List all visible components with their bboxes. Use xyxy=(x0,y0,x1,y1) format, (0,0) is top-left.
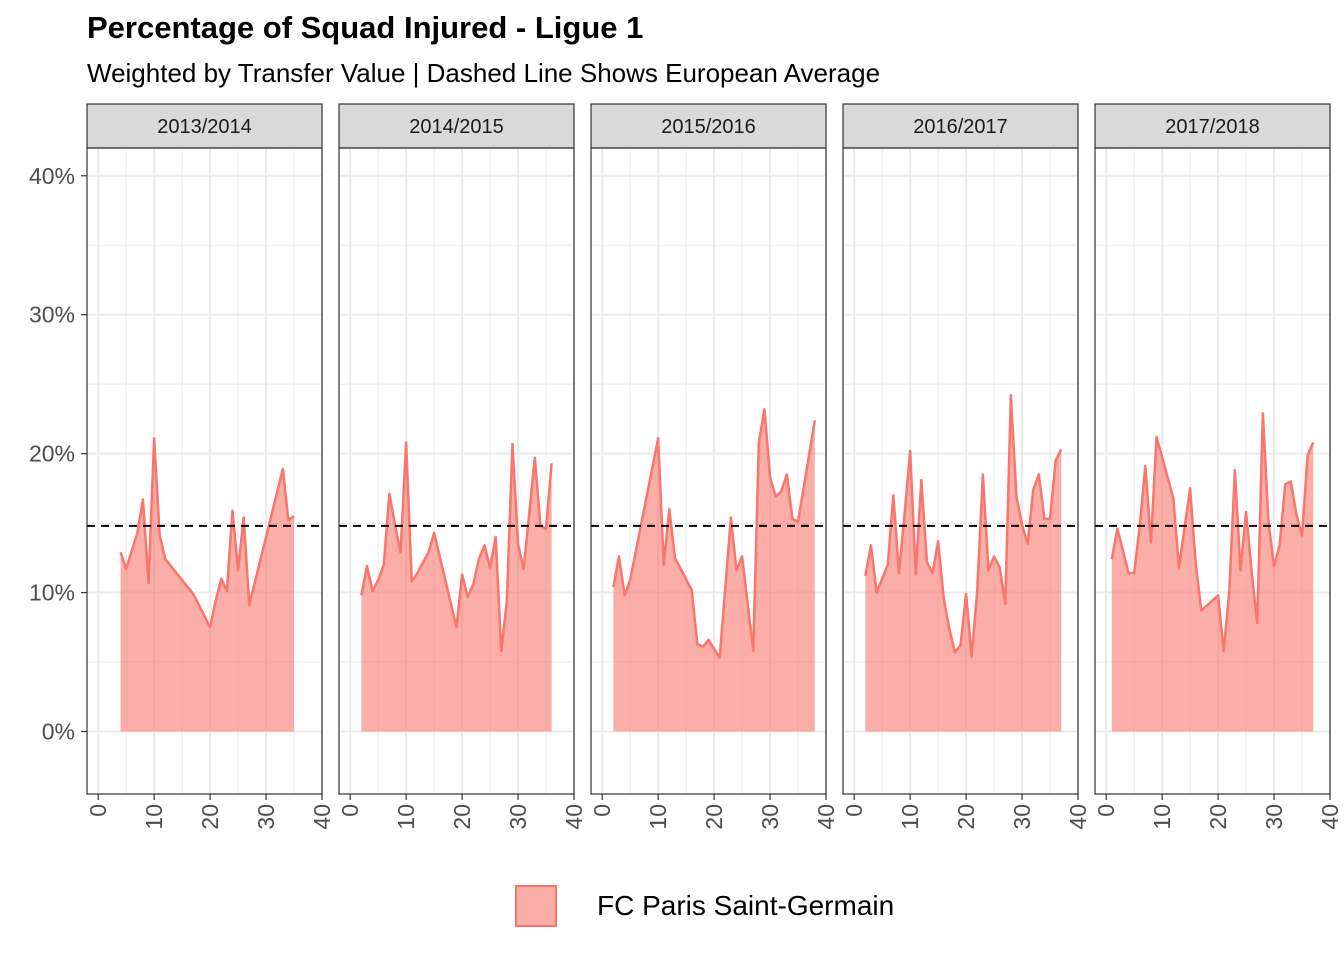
legend-label: FC Paris Saint-Germain xyxy=(597,890,895,921)
panel-border xyxy=(86,147,323,795)
facet-strip-label: 2013/2014 xyxy=(157,116,252,138)
series-area xyxy=(613,409,815,732)
facet-chart: 2013/2014 0 10 20 30 40 2014/2015 0 10 20 30 40 2015… xyxy=(29,103,1343,830)
series-line xyxy=(612,407,817,660)
panel-border xyxy=(842,147,1079,795)
x-tick-label: 0 xyxy=(85,804,111,817)
series-line xyxy=(119,437,295,629)
y-tick-label: 0% xyxy=(42,718,75,744)
x-tick-label: 10 xyxy=(897,804,923,830)
facet-strip-label: 2016/2017 xyxy=(913,116,1008,138)
legend-key-swatch xyxy=(515,885,557,927)
series-line xyxy=(360,441,553,653)
series-area xyxy=(361,442,552,732)
panel-border xyxy=(590,147,827,795)
panel-border xyxy=(1094,147,1331,795)
facet-strip xyxy=(338,103,575,149)
x-tick-label: 20 xyxy=(1205,804,1231,830)
x-tick-label: 40 xyxy=(813,804,839,830)
x-tick-label: 30 xyxy=(1009,804,1035,830)
y-tick-label: 10% xyxy=(29,580,75,606)
series-area xyxy=(1111,413,1314,732)
series-area xyxy=(865,395,1062,732)
x-tick-label: 40 xyxy=(561,804,587,830)
x-tick-label: 40 xyxy=(1317,804,1343,830)
x-tick-label: 40 xyxy=(1065,804,1091,830)
x-tick-label: 20 xyxy=(197,804,223,830)
chart-title: Percentage of Squad Injured - Ligue 1 xyxy=(87,10,644,45)
x-tick-label: 20 xyxy=(449,804,475,830)
series-area xyxy=(120,438,295,732)
x-tick-label: 0 xyxy=(589,804,615,817)
facet-strip xyxy=(1094,103,1331,149)
x-tick-label: 30 xyxy=(757,804,783,830)
y-tick-label: 20% xyxy=(29,441,75,467)
x-tick-label: 30 xyxy=(505,804,531,830)
x-tick-label: 30 xyxy=(1261,804,1287,830)
x-tick-label: 20 xyxy=(953,804,979,830)
facet-strip-label: 2015/2016 xyxy=(661,116,756,138)
facet-strip-label: 2014/2015 xyxy=(409,116,504,138)
x-tick-label: 10 xyxy=(141,804,167,830)
legend: FC Paris Saint-Germain xyxy=(515,882,894,930)
facet-strip xyxy=(842,103,1079,149)
x-tick-label: 40 xyxy=(309,804,335,830)
panel-border xyxy=(338,147,575,795)
series-line xyxy=(1110,412,1315,653)
x-tick-label: 30 xyxy=(253,804,279,830)
x-tick-label: 0 xyxy=(337,804,363,817)
chart-subtitle: Weighted by Transfer Value | Dashed Line… xyxy=(87,58,881,88)
x-tick-label: 10 xyxy=(393,804,419,830)
y-tick-label: 40% xyxy=(29,163,75,189)
x-tick-label: 10 xyxy=(1149,804,1175,830)
x-tick-label: 0 xyxy=(1093,804,1119,817)
facet-strip-label: 2017/2018 xyxy=(1165,116,1260,138)
y-tick-label: 30% xyxy=(29,302,75,328)
x-tick-label: 0 xyxy=(841,804,867,817)
x-tick-label: 20 xyxy=(701,804,727,830)
x-tick-label: 10 xyxy=(645,804,671,830)
